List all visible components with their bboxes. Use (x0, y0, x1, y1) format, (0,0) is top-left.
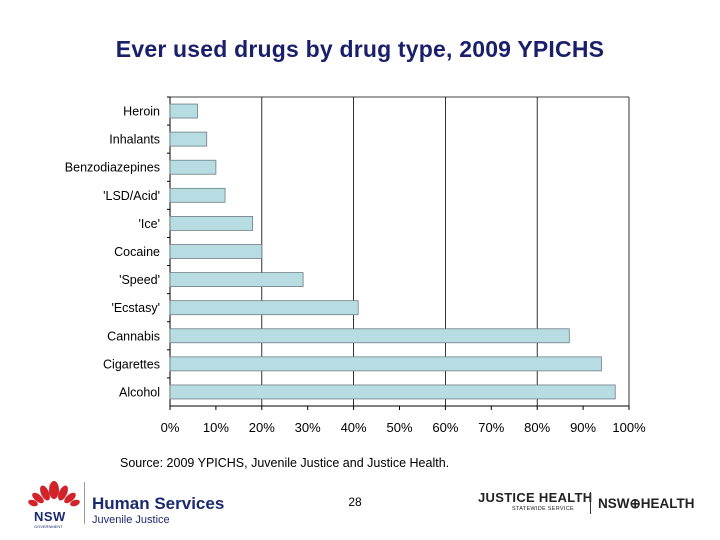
x-tick-label: 90% (570, 420, 596, 435)
bar (169, 328, 570, 344)
juvenile-justice-subtitle: Juvenile Justice (92, 514, 170, 526)
nsw-health-wordmark: NSW⊕HEALTH (598, 496, 695, 511)
nsw-wordmark-sub: GOVERNMENT (34, 524, 63, 529)
category-label: Cigarettes (103, 357, 160, 371)
category-label: 'Ice' (139, 217, 160, 231)
human-services-title: Human Services (92, 494, 225, 513)
bar (169, 300, 359, 316)
slide-title: Ever used drugs by drug type, 2009 YPICH… (115, 36, 605, 62)
category-label: Benzodiazepines (65, 161, 160, 175)
human-services-logo: NSW GOVERNMENT Human Services Juvenile J… (28, 478, 228, 529)
bar (169, 216, 254, 231)
x-tick-label: 0% (161, 420, 180, 435)
source-note: Source: 2009 YPICHS, Juvenile Justice an… (120, 456, 450, 470)
x-tick-label: 80% (524, 420, 550, 435)
x-tick-label: 60% (432, 420, 458, 435)
bar (169, 103, 198, 119)
nsw-wordmark: NSW (34, 509, 66, 524)
x-tick-label: 50% (386, 420, 412, 435)
bar (169, 244, 263, 259)
page-number: 28 (348, 495, 362, 509)
category-label: 'Ecstasy' (111, 301, 160, 315)
x-tick-label: 100% (612, 420, 646, 435)
logo-divider (590, 492, 591, 514)
bar (169, 356, 602, 372)
category-label: Cocaine (114, 245, 160, 259)
bar (169, 131, 208, 147)
statewide-service-subtitle: STATEWIDE SERVICE (512, 506, 574, 512)
category-label: Heroin (123, 105, 160, 119)
bar-chart: 0% 10% 20% 30% 40% 50% 60% 70% 80% 90% 100% Heroin I… (65, 96, 646, 435)
category-label: 'LSD/Acid' (103, 189, 160, 203)
x-tick-label: 30% (295, 420, 321, 435)
justice-health-logo: JUSTICE HEALTH STATEWIDE SERVICE NSW⊕HEA… (478, 490, 714, 520)
waratah-icon (28, 481, 80, 507)
logo-divider (84, 482, 85, 524)
x-tick-label: 70% (478, 420, 504, 435)
bar (169, 272, 304, 287)
category-label: 'Speed' (119, 273, 160, 287)
justice-health-title: JUSTICE HEALTH (478, 490, 593, 505)
bar (169, 159, 217, 175)
category-label: Cannabis (107, 329, 160, 343)
x-tick-label: 20% (249, 420, 275, 435)
x-tick-label: 40% (341, 420, 367, 435)
category-label: Alcohol (119, 385, 160, 399)
bar (169, 384, 616, 400)
bar (169, 187, 226, 203)
x-tick-label: 10% (203, 420, 229, 435)
category-label: Inhalants (109, 133, 160, 147)
